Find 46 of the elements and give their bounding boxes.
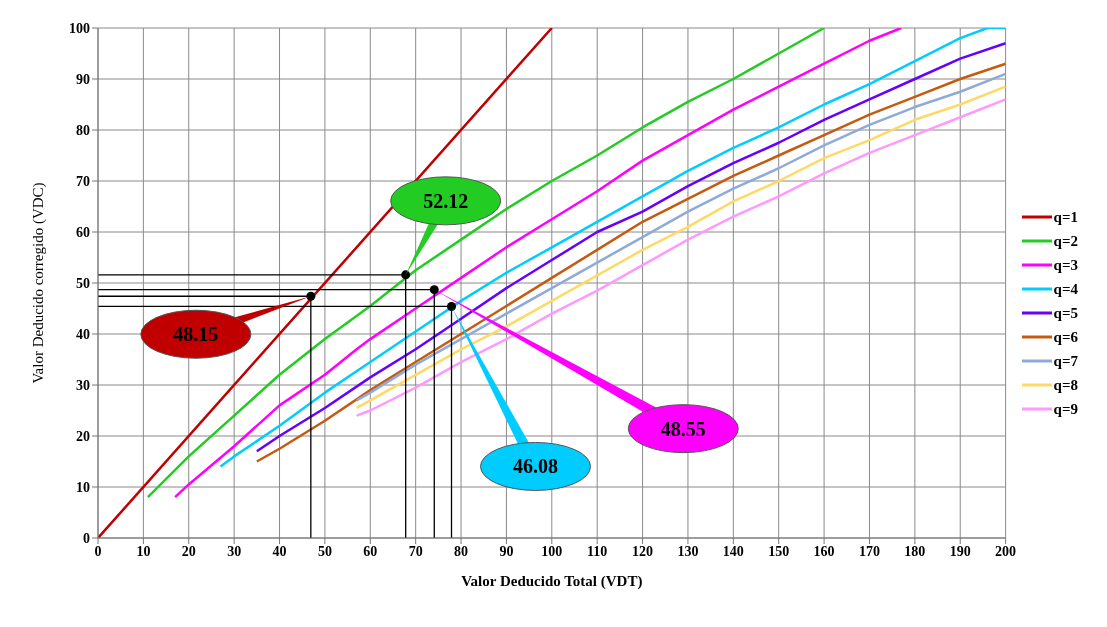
y-tick-label: 80 bbox=[76, 122, 90, 138]
x-tick-label: 20 bbox=[181, 543, 196, 559]
y-tick-label: 90 bbox=[76, 71, 90, 87]
legend-label: q=5 bbox=[1053, 304, 1078, 322]
x-tick-label: 70 bbox=[408, 543, 423, 559]
x-tick-label: 180 bbox=[904, 543, 926, 559]
y-tick-label: 100 bbox=[69, 20, 90, 36]
y-tick-label: 10 bbox=[76, 479, 90, 495]
annotation: 48.55 bbox=[660, 417, 706, 440]
x-tick-label: 60 bbox=[363, 543, 378, 559]
legend-label: q=2 bbox=[1053, 232, 1078, 250]
x-tick-label: 190 bbox=[949, 543, 971, 559]
y-tick-label: 30 bbox=[76, 377, 90, 393]
legend-label: q=4 bbox=[1053, 280, 1078, 298]
x-tick-label: 150 bbox=[768, 543, 790, 559]
x-tick-label: 170 bbox=[858, 543, 880, 559]
x-tick-label: 0 bbox=[94, 543, 102, 559]
y-tick-label: 20 bbox=[76, 428, 90, 444]
annotation: 46.08 bbox=[513, 455, 559, 478]
y-tick-label: 40 bbox=[76, 326, 90, 342]
y-axis-title: Valor Deducido corregido (VDC) bbox=[30, 182, 48, 384]
legend-label: q=9 bbox=[1053, 400, 1078, 418]
legend-label: q=6 bbox=[1053, 328, 1078, 346]
y-tick-label: 0 bbox=[83, 530, 90, 546]
x-axis-title: Valor Deducido Total (VDT) bbox=[461, 573, 643, 590]
legend-label: q=8 bbox=[1053, 376, 1078, 394]
legend-label: q=7 bbox=[1053, 352, 1078, 370]
x-tick-label: 140 bbox=[722, 543, 744, 559]
y-tick-label: 50 bbox=[76, 275, 90, 291]
legend-label: q=3 bbox=[1053, 256, 1078, 274]
x-tick-label: 100 bbox=[541, 543, 563, 559]
y-tick-label: 70 bbox=[76, 173, 90, 189]
y-tick-label: 60 bbox=[76, 224, 90, 240]
x-tick-label: 90 bbox=[499, 543, 514, 559]
x-tick-label: 10 bbox=[136, 543, 151, 559]
x-tick-label: 30 bbox=[227, 543, 242, 559]
x-tick-label: 40 bbox=[272, 543, 287, 559]
x-tick-label: 120 bbox=[632, 543, 654, 559]
x-tick-label: 110 bbox=[587, 543, 608, 559]
legend-label: q=1 bbox=[1053, 208, 1078, 226]
x-tick-label: 160 bbox=[813, 543, 835, 559]
annotation: 52.12 bbox=[423, 189, 469, 212]
x-tick-label: 80 bbox=[454, 543, 469, 559]
x-tick-label: 130 bbox=[677, 543, 699, 559]
x-tick-label: 50 bbox=[317, 543, 332, 559]
x-tick-label: 200 bbox=[995, 543, 1017, 559]
